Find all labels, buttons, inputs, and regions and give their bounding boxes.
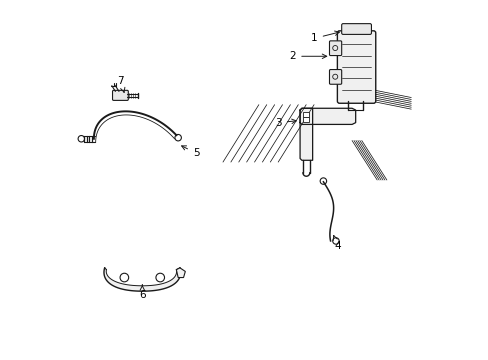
FancyBboxPatch shape [329,69,341,84]
Bar [303,112,308,117]
FancyBboxPatch shape [329,41,341,55]
FancyBboxPatch shape [337,31,375,103]
Text: 6: 6 [139,285,145,301]
Text: 1: 1 [310,31,339,43]
FancyBboxPatch shape [341,24,371,35]
Polygon shape [300,108,355,125]
Polygon shape [300,108,312,160]
Text: 3: 3 [275,118,296,128]
Bar [303,117,308,122]
Text: 5: 5 [181,146,199,158]
Text: 2: 2 [289,51,326,61]
Text: 7: 7 [117,76,124,92]
Text: 4: 4 [332,235,340,251]
Polygon shape [104,268,180,291]
Polygon shape [176,268,185,278]
FancyBboxPatch shape [112,90,128,100]
